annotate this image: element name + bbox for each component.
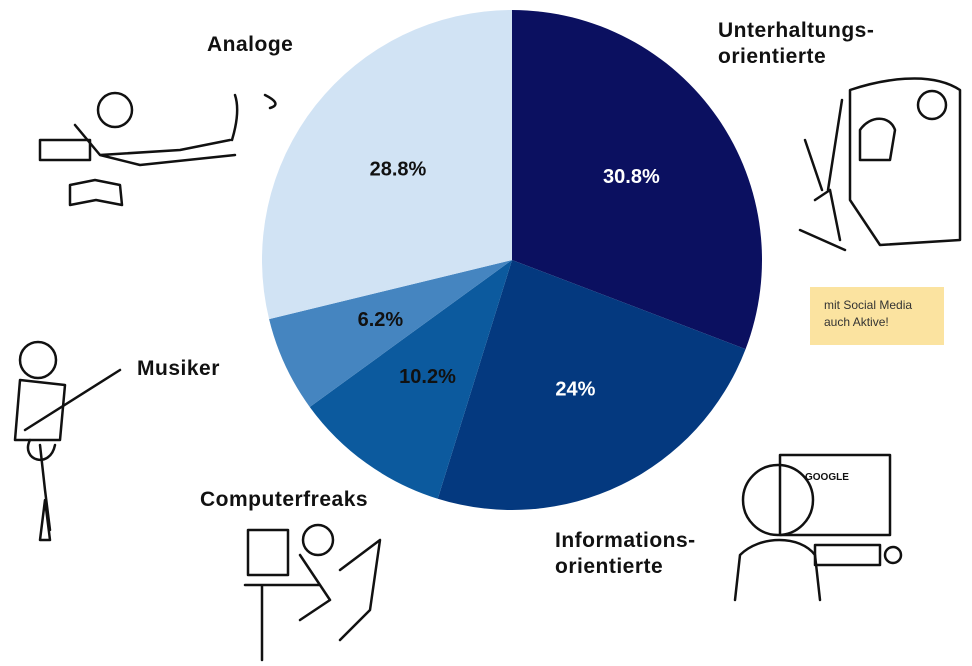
category-label: Computerfreaks — [200, 488, 369, 511]
value-label: 24% — [555, 379, 595, 401]
sketch-tv-viewer — [798, 77, 962, 252]
svg-text:GOOGLE: GOOGLE — [805, 472, 849, 483]
pie-slice — [262, 10, 512, 320]
category-label: Musiker — [137, 357, 220, 380]
sketch-reader — [38, 91, 277, 207]
value-label: 6.2% — [358, 309, 404, 331]
pie-slice — [309, 260, 512, 499]
value-label: 10.2% — [399, 366, 456, 388]
pie-slice — [269, 260, 512, 407]
sketch-google-user: GOOGLE — [733, 453, 903, 602]
category-label: Analoge — [207, 33, 294, 56]
category-label: Informations- orientierte — [555, 529, 696, 578]
value-label: 28.8% — [370, 159, 427, 181]
pie-slice — [437, 260, 746, 510]
annotation: mit Social Media auch Aktive! — [810, 287, 944, 345]
pie-slice — [512, 10, 763, 350]
value-label: 30.8% — [603, 166, 660, 188]
sketch-computer-user — [243, 523, 382, 662]
category-label: Unterhaltungs- orientierte — [718, 19, 875, 68]
sketch-guitarist — [13, 340, 122, 542]
